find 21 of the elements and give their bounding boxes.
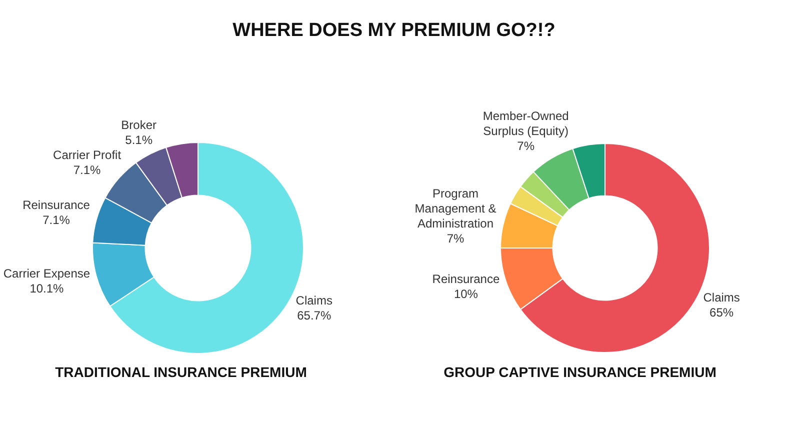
- text: TRADITIONAL INSURANCE PREMIUM: [54, 363, 308, 381]
- slice-label: Reinsurance: [432, 272, 500, 286]
- slice-label: Claims: [703, 290, 740, 305]
- data-label: 7.1%: [42, 213, 70, 228]
- slice-label: Claims: [296, 294, 332, 308]
- data-label: 7.1%: [73, 163, 102, 178]
- text: WHERE DOES MY PREMIUM GO?!?: [232, 19, 556, 43]
- text: GROUP CAPTIVE INSURANCE PREMIUM: [442, 363, 718, 381]
- data-label: 10.1%: [30, 282, 64, 296]
- slice-label: Carrier Profit: [53, 148, 122, 162]
- slice-label: Carrier Expense: [3, 266, 90, 281]
- data-label: 7%: [446, 232, 464, 246]
- data-label: 65.7%: [297, 308, 332, 323]
- slice-label: Program Management & Administration: [414, 186, 496, 231]
- slice-label: Broker: [121, 118, 156, 132]
- slice-label: Reinsurance: [22, 198, 90, 212]
- data-label: 7%: [517, 139, 535, 154]
- data-label: 5.1%: [125, 133, 153, 148]
- data-label: 65%: [710, 306, 734, 320]
- data-label: 10%: [454, 287, 478, 302]
- slice-label: Member-Owned Surplus (Equity): [482, 109, 569, 138]
